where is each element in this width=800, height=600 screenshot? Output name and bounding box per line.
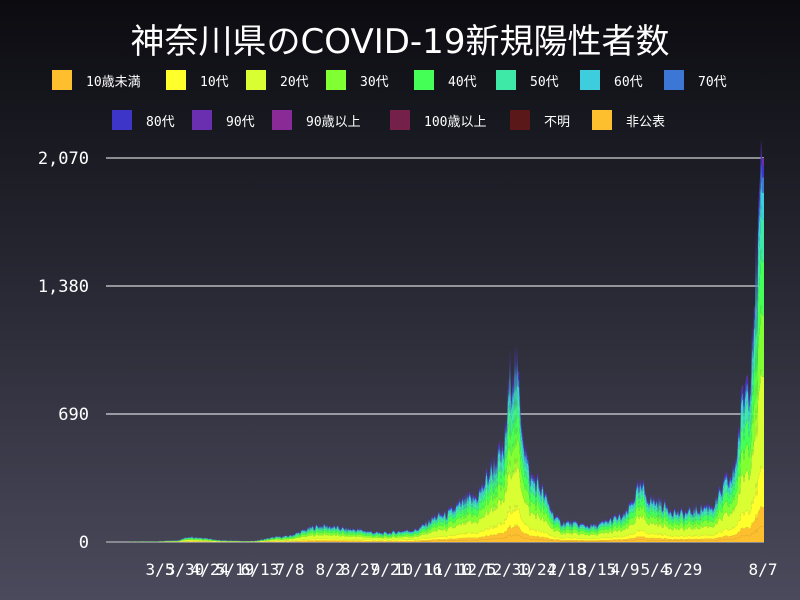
x-tick-label: 5/19	[216, 560, 255, 579]
legend-swatch	[390, 110, 410, 130]
legend-label: 20代	[280, 74, 309, 90]
legend-swatch	[246, 70, 266, 90]
legend-item: 70代	[664, 69, 727, 91]
legend-label: 30代	[360, 74, 389, 90]
legend-item: 90代	[192, 109, 255, 131]
x-tick-label: 8/7	[749, 560, 778, 579]
legend-label: 100歳以上	[424, 114, 487, 130]
legend-label: 90代	[226, 114, 255, 130]
legend-swatch	[592, 110, 612, 130]
legend-item: 30代	[326, 69, 389, 91]
legend-item: 40代	[414, 69, 477, 91]
legend-swatch	[326, 70, 346, 90]
x-tick-label: 12/30	[483, 560, 531, 579]
legend-swatch	[166, 70, 186, 90]
legend-swatch	[414, 70, 434, 90]
x-tick-label: 11/10	[424, 560, 472, 579]
x-tick-label: 3/5	[146, 560, 175, 579]
legend-label: 80代	[146, 114, 175, 130]
x-tick-label: 2/18	[548, 560, 587, 579]
x-tick-label: 4/24	[191, 560, 230, 579]
x-tick-label: 7/8	[276, 560, 305, 579]
legend-item: 50代	[496, 69, 559, 91]
legend-swatch	[510, 110, 530, 130]
legend-label: 60代	[614, 74, 643, 90]
x-tick-label: 9/21	[371, 560, 410, 579]
legend-swatch	[664, 70, 684, 90]
legend-item: 90歳以上	[272, 109, 361, 131]
legend-item: 不明	[510, 109, 570, 131]
legend-label: 40代	[448, 74, 477, 90]
x-tick-label: 10/16	[394, 560, 442, 579]
legend-label: 50代	[530, 74, 559, 90]
x-tick-label: 5/4	[641, 560, 670, 579]
y-tick-label: 2,070	[38, 149, 89, 169]
legend-label: 10歳未満	[86, 74, 141, 90]
y-tick-label: 690	[58, 405, 89, 425]
chart-title: 神奈川県のCOVID-19新規陽性者数	[130, 22, 670, 62]
x-tick-label: 8/27	[341, 560, 380, 579]
legend-label: 10代	[200, 74, 229, 90]
area-40s	[130, 248, 764, 542]
legend-item: 10歳未満	[52, 69, 141, 91]
area-60s	[130, 175, 764, 542]
legend-item: 20代	[246, 69, 309, 91]
area-50s	[130, 203, 764, 542]
y-tick-label: 0	[79, 533, 89, 553]
legend-swatch	[112, 110, 132, 130]
legend-item: 100歳以上	[390, 109, 486, 131]
area-70s	[130, 159, 764, 542]
legend-swatch	[580, 70, 600, 90]
x-tick-label: 12/5	[458, 560, 497, 579]
area-90s	[130, 139, 764, 542]
legend-label: 非公表	[626, 114, 666, 130]
legend-label: 90歳以上	[306, 114, 361, 130]
legend-swatch	[272, 110, 292, 130]
x-tick-label: 6/13	[241, 560, 280, 579]
legend-item: 非公表	[592, 109, 665, 131]
legend-swatch	[52, 70, 72, 90]
x-tick-label: 5/29	[664, 560, 703, 579]
x-tick-label: 8/2	[316, 560, 345, 579]
area-30s	[130, 304, 764, 542]
legend-swatch	[192, 110, 212, 130]
legend-item: 60代	[580, 69, 643, 91]
x-tick-label: 3/30	[166, 560, 205, 579]
legend-item: 10代	[166, 69, 229, 91]
y-tick-label: 1,380	[38, 277, 89, 297]
x-tick-label: 4/9	[611, 560, 640, 579]
x-tick-label: 1/24	[518, 560, 557, 579]
x-tick-label: 3/15	[578, 560, 617, 579]
legend-label: 70代	[698, 74, 727, 90]
legend-swatch	[496, 70, 516, 90]
legend-item: 80代	[112, 109, 175, 131]
legend-label: 不明	[544, 114, 571, 130]
area-80s	[130, 147, 764, 542]
